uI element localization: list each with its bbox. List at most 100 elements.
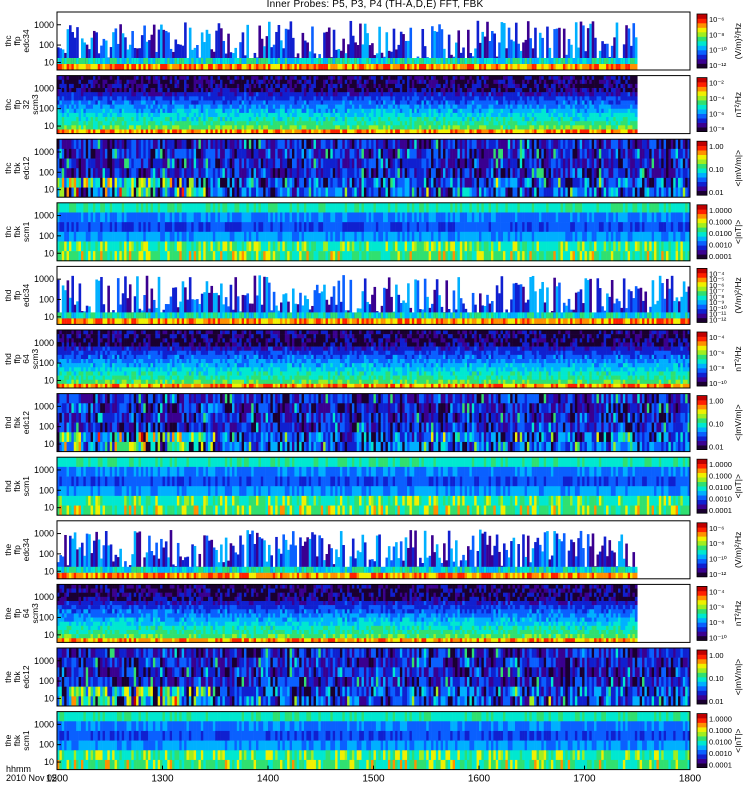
colorbar-tick-label: 10⁻² xyxy=(709,79,724,88)
colorbar-swatch xyxy=(697,28,707,33)
colorbar-swatch xyxy=(697,673,707,678)
panel-label: edc34 xyxy=(21,284,31,307)
colorbar-swatch xyxy=(697,382,707,387)
colorbar-tick-label: 1.0000 xyxy=(709,715,732,724)
colorbar-swatch xyxy=(697,182,707,187)
colorbar-tick-label: 0.10 xyxy=(709,674,724,683)
colorbar-swatch xyxy=(697,191,707,196)
y-tick-label: 10 xyxy=(44,566,54,576)
colorbar-swatch xyxy=(697,350,707,355)
colorbar-swatch xyxy=(697,241,707,246)
colorbar-swatch xyxy=(697,568,707,573)
colorbar-tick-label: 0.0100 xyxy=(709,483,732,492)
panel-label: scm1 xyxy=(21,730,31,751)
panel-label: edc12 xyxy=(21,665,31,688)
colorbar-tick-label: 10⁻⁶ xyxy=(709,524,724,533)
colorbar-swatch xyxy=(697,754,707,759)
colorbar-swatch xyxy=(697,78,707,83)
colorbar-swatch xyxy=(697,250,707,255)
colorbar-swatch xyxy=(697,318,707,323)
panel-label: edc34 xyxy=(21,29,31,52)
colorbar-swatch xyxy=(697,423,707,428)
colorbar-tick-label: 10⁻⁸ xyxy=(709,539,724,548)
colorbar-label: (V/m)²/Hz xyxy=(733,532,743,568)
colorbar-swatch xyxy=(697,286,707,291)
colorbar-swatch xyxy=(697,377,707,382)
colorbar-tick-label: 10⁻¹⁰ xyxy=(709,379,727,388)
colorbar-swatch xyxy=(697,400,707,405)
panel-label: scm3 xyxy=(30,349,40,370)
colorbar-swatch xyxy=(697,209,707,214)
colorbar-swatch xyxy=(697,668,707,673)
y-tick-label: 100 xyxy=(39,676,54,686)
colorbar-tick-label: 10⁻⁴ xyxy=(709,94,725,103)
y-tick-label: 1000 xyxy=(34,147,54,157)
colorbar-tick-label: 10⁻⁴ xyxy=(709,587,725,596)
colorbar-swatch xyxy=(697,618,707,623)
colorbar-swatch xyxy=(697,114,707,119)
colorbar-tick-label: 10⁻⁶ xyxy=(709,109,724,118)
colorbar-tick-label: 0.10 xyxy=(709,165,724,174)
y-tick-label: 10 xyxy=(44,121,54,131)
colorbar-label: <|nT|> xyxy=(733,728,743,752)
colorbar-swatch xyxy=(697,373,707,378)
colorbar-tick-label: 0.0001 xyxy=(709,506,732,515)
colorbar-swatch xyxy=(697,341,707,346)
y-tick-label: 10 xyxy=(44,630,54,640)
colorbar-tick-label: 10⁻⁶ xyxy=(709,15,724,24)
colorbar-swatch xyxy=(697,686,707,691)
y-tick-label: 10 xyxy=(44,503,54,513)
colorbar-swatch xyxy=(697,559,707,564)
colorbar-tick-label: 0.0010 xyxy=(709,495,732,504)
colorbar-tick-label: 10⁻⁸ xyxy=(709,364,724,373)
colorbar-swatch xyxy=(697,168,707,173)
panel-label: scm3 xyxy=(30,603,40,624)
colorbar-swatch xyxy=(697,464,707,469)
colorbar-swatch xyxy=(697,186,707,191)
colorbar-swatch xyxy=(697,82,707,87)
colorbar-swatch xyxy=(697,500,707,505)
colorbar-swatch xyxy=(697,659,707,664)
colorbar-tick-label: 0.01 xyxy=(709,443,724,452)
colorbar-tick-label: 1.00 xyxy=(709,651,724,660)
colorbar-swatch xyxy=(697,164,707,169)
colorbar-swatch xyxy=(697,295,707,300)
y-tick-label: 100 xyxy=(39,740,54,750)
y-tick-label: 100 xyxy=(39,422,54,432)
colorbar-swatch xyxy=(697,591,707,596)
colorbar-swatch xyxy=(697,550,707,555)
colorbar-swatch xyxy=(697,19,707,24)
colorbar-swatch xyxy=(697,105,707,110)
colorbar-label: (V/m)²/Hz xyxy=(733,23,743,59)
colorbar-swatch xyxy=(697,127,707,132)
y-tick-label: 100 xyxy=(39,294,54,304)
colorbar-swatch xyxy=(697,414,707,419)
y-tick-label: 100 xyxy=(39,485,54,495)
colorbar-swatch xyxy=(697,691,707,696)
colorbar-swatch xyxy=(697,245,707,250)
colorbar-swatch xyxy=(697,536,707,541)
colorbar-tick-label: 0.10 xyxy=(709,420,724,429)
colorbar-swatch xyxy=(697,677,707,682)
colorbar-swatch xyxy=(697,750,707,755)
colorbar-swatch xyxy=(697,236,707,241)
y-tick-label: 10 xyxy=(44,248,54,258)
colorbar-tick-label: 0.0001 xyxy=(709,252,732,261)
colorbar-label: <|nT|> xyxy=(733,220,743,244)
colorbar-swatch xyxy=(697,636,707,641)
colorbar-swatch xyxy=(697,205,707,210)
x-tick-label: 1700 xyxy=(573,774,596,785)
colorbar-tick-label: 10⁻⁸ xyxy=(709,618,724,627)
colorbar-swatch xyxy=(697,32,707,37)
colorbar-swatch xyxy=(697,613,707,618)
colorbar-swatch xyxy=(697,50,707,55)
colorbar-tick-label: 10⁻¹² xyxy=(709,315,727,324)
colorbar-swatch xyxy=(697,155,707,160)
x-tick-label: 1500 xyxy=(362,774,385,785)
colorbar-tick-label: 1.00 xyxy=(709,142,724,151)
colorbar-swatch xyxy=(697,359,707,364)
